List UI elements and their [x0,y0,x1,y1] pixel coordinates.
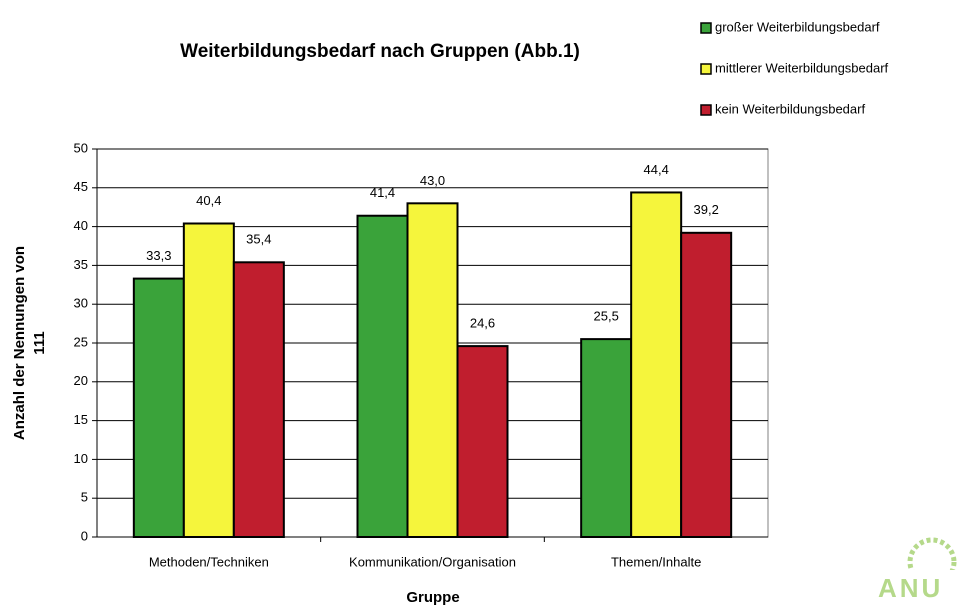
x-tick-label: Kommunikation/Organisation [349,554,516,569]
legend-label: großer Weiterbildungsbedarf [715,19,880,34]
bar [680,231,733,538]
value-label: 33,3 [146,248,171,263]
value-label: 39,2 [694,202,719,217]
y-axis-title: Anzahl der Nennungen von [11,246,28,440]
y-tick-label: 40 [74,218,88,233]
legend-swatch [700,104,712,116]
chart-title: Weiterbildungsbedarf nach Gruppen (Abb.1… [180,41,580,62]
bar [232,261,285,538]
legend-label: kein Weiterbildungsbedarf [715,101,865,116]
value-label: 41,4 [370,185,395,200]
value-label: 35,4 [246,232,271,247]
logo: ANU [878,573,943,603]
value-label: 40,4 [196,193,221,208]
bar [580,338,633,538]
y-tick-label: 30 [74,296,88,311]
legend-swatch [700,22,712,34]
y-tick-label: 50 [74,140,88,155]
bar [406,202,459,538]
y-tick-label: 15 [74,412,88,427]
value-label: 24,6 [470,316,495,331]
legend-swatch [700,63,712,75]
y-tick-label: 35 [74,257,88,272]
y-tick-label: 25 [74,334,88,349]
bar [356,214,409,538]
y-tick-label: 5 [81,490,88,505]
bar [132,277,185,538]
y-tick-label: 0 [81,528,88,543]
y-tick-label: 45 [74,179,88,194]
bar [182,222,235,538]
x-tick-label: Themen/Inhalte [611,554,701,569]
value-label: 44,4 [644,162,669,177]
value-label: 25,5 [594,309,619,324]
bar [456,345,509,538]
bar [630,191,683,538]
legend-label: mittlerer Weiterbildungsbedarf [715,60,889,75]
logo-icon [870,537,968,608]
value-label: 43,0 [420,173,445,188]
y-tick-label: 10 [74,451,88,466]
x-tick-label: Methoden/Techniken [149,554,269,569]
y-axis-title: 111 [31,331,48,354]
y-tick-label: 20 [74,373,88,388]
x-axis-title: Gruppe [406,589,459,606]
